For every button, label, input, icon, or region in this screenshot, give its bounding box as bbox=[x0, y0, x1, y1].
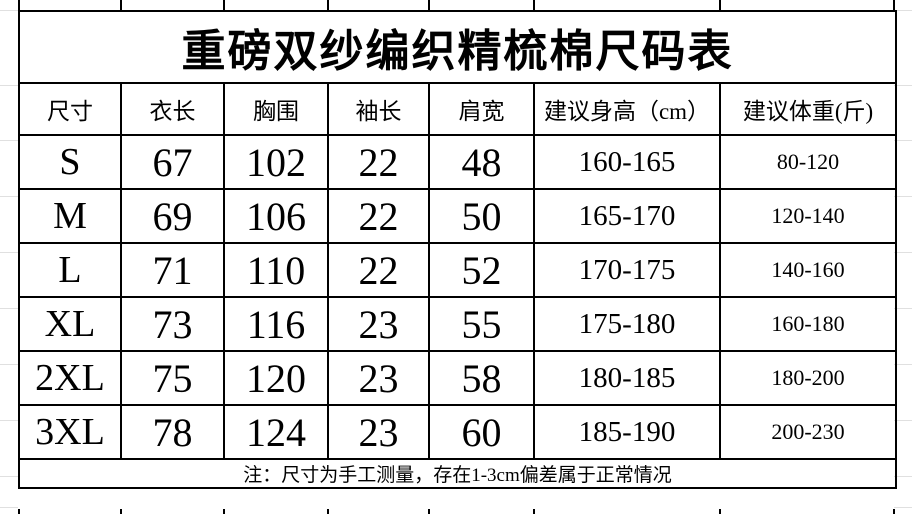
sleeve-cell: 23 bbox=[327, 296, 430, 352]
adjacent-row-border bbox=[120, 509, 122, 514]
title-row: 重磅双纱编织精梳棉尺码表 bbox=[17, 10, 898, 84]
length-cell: 75 bbox=[120, 350, 225, 406]
adjacent-row-border bbox=[428, 509, 430, 514]
chest-cell: 120 bbox=[223, 350, 329, 406]
table-row-xl: XL 73 116 23 55 175-180 160-180 bbox=[18, 296, 898, 352]
spreadsheet-gridline bbox=[0, 308, 18, 309]
adjacent-row-border bbox=[18, 0, 20, 11]
length-cell: 73 bbox=[120, 296, 225, 352]
spreadsheet-gridline bbox=[894, 10, 912, 11]
sleeve-cell: 23 bbox=[327, 350, 430, 406]
length-cell: 69 bbox=[120, 188, 225, 244]
header-cell-weight: 建议体重(斤) bbox=[718, 82, 898, 136]
weight-range-cell: 160-180 bbox=[718, 296, 898, 352]
chest-cell: 106 bbox=[223, 188, 329, 244]
adjacent-row-border bbox=[428, 0, 430, 11]
sleeve-cell: 22 bbox=[327, 188, 430, 244]
header-cell-size: 尺寸 bbox=[18, 82, 122, 136]
spreadsheet-gridline bbox=[0, 364, 18, 365]
header-cell-height: 建议身高（cm） bbox=[533, 82, 721, 136]
sleeve-cell: 22 bbox=[327, 134, 430, 190]
adjacent-row-border bbox=[533, 0, 535, 11]
size-cell: S bbox=[18, 134, 122, 190]
size-cell: XL bbox=[18, 296, 122, 352]
height-range-cell: 160-165 bbox=[533, 134, 721, 190]
header-row: 尺寸 衣长 胸围 袖长 肩宽 建议身高（cm） 建议体重(斤) bbox=[18, 82, 898, 136]
spreadsheet-gridline bbox=[0, 420, 18, 421]
shoulder-cell: 58 bbox=[428, 350, 535, 406]
length-cell: 78 bbox=[120, 404, 225, 460]
spreadsheet-gridline bbox=[894, 507, 912, 508]
spreadsheet-gridline bbox=[894, 85, 912, 86]
table-row-2xl: 2XL 75 120 23 58 180-185 180-200 bbox=[18, 350, 898, 406]
spreadsheet-gridline bbox=[894, 196, 912, 197]
spreadsheet-gridline bbox=[0, 507, 18, 508]
shoulder-cell: 55 bbox=[428, 296, 535, 352]
size-cell: L bbox=[18, 242, 122, 298]
weight-range-cell: 140-160 bbox=[718, 242, 898, 298]
adjacent-row-border bbox=[719, 509, 721, 514]
adjacent-row-border bbox=[533, 509, 535, 514]
table-row-s: S 67 102 22 48 160-165 80-120 bbox=[18, 134, 898, 190]
spreadsheet-gridline bbox=[0, 196, 18, 197]
spreadsheet-gridline bbox=[0, 140, 18, 141]
spreadsheet-gridline bbox=[894, 252, 912, 253]
table-row-l: L 71 110 22 52 170-175 140-160 bbox=[18, 242, 898, 298]
shoulder-cell: 48 bbox=[428, 134, 535, 190]
size-chart-table: 重磅双纱编织精梳棉尺码表 尺寸 衣长 胸围 袖长 肩宽 建议身高（cm） 建议体… bbox=[17, 10, 898, 489]
spreadsheet-gridline bbox=[894, 364, 912, 365]
shoulder-cell: 52 bbox=[428, 242, 535, 298]
height-range-cell: 185-190 bbox=[533, 404, 721, 460]
shoulder-cell: 50 bbox=[428, 188, 535, 244]
page-title: 重磅双纱编织精梳棉尺码表 bbox=[17, 10, 898, 84]
chest-cell: 116 bbox=[223, 296, 329, 352]
measurement-note: 注：尺寸为手工测量，存在1-3cm偏差属于正常情况 bbox=[17, 458, 898, 489]
spreadsheet-gridline bbox=[894, 420, 912, 421]
adjacent-row-border bbox=[893, 509, 895, 514]
adjacent-row-border bbox=[120, 0, 122, 11]
chest-cell: 102 bbox=[223, 134, 329, 190]
size-cell: M bbox=[18, 188, 122, 244]
length-cell: 71 bbox=[120, 242, 225, 298]
weight-range-cell: 200-230 bbox=[718, 404, 898, 460]
adjacent-row-border bbox=[893, 0, 895, 11]
spreadsheet-gridline bbox=[0, 10, 18, 11]
height-range-cell: 170-175 bbox=[533, 242, 721, 298]
header-cell-length: 衣长 bbox=[120, 82, 225, 136]
spreadsheet-gridline bbox=[0, 85, 18, 86]
spreadsheet-gridline bbox=[894, 308, 912, 309]
spreadsheet-gridline bbox=[894, 140, 912, 141]
spreadsheet-gridline bbox=[0, 252, 18, 253]
size-cell: 3XL bbox=[18, 404, 122, 460]
sleeve-cell: 22 bbox=[327, 242, 430, 298]
table-row-3xl: 3XL 78 124 23 60 185-190 200-230 bbox=[18, 404, 898, 460]
weight-range-cell: 120-140 bbox=[718, 188, 898, 244]
chest-cell: 124 bbox=[223, 404, 329, 460]
adjacent-row-border bbox=[327, 0, 329, 11]
adjacent-row-border bbox=[327, 509, 329, 514]
header-cell-shoulder: 肩宽 bbox=[428, 82, 535, 136]
length-cell: 67 bbox=[120, 134, 225, 190]
height-range-cell: 180-185 bbox=[533, 350, 721, 406]
shoulder-cell: 60 bbox=[428, 404, 535, 460]
spreadsheet-gridline bbox=[894, 476, 912, 477]
size-cell: 2XL bbox=[18, 350, 122, 406]
adjacent-row-border bbox=[719, 0, 721, 11]
header-cell-chest: 胸围 bbox=[223, 82, 329, 136]
chest-cell: 110 bbox=[223, 242, 329, 298]
weight-range-cell: 80-120 bbox=[718, 134, 898, 190]
table-row-m: M 69 106 22 50 165-170 120-140 bbox=[18, 188, 898, 244]
height-range-cell: 175-180 bbox=[533, 296, 721, 352]
sleeve-cell: 23 bbox=[327, 404, 430, 460]
note-row: 注：尺寸为手工测量，存在1-3cm偏差属于正常情况 bbox=[17, 458, 898, 489]
header-cell-sleeve: 袖长 bbox=[327, 82, 430, 136]
adjacent-row-border bbox=[223, 0, 225, 11]
weight-range-cell: 180-200 bbox=[718, 350, 898, 406]
height-range-cell: 165-170 bbox=[533, 188, 721, 244]
spreadsheet-gridline bbox=[0, 476, 18, 477]
adjacent-row-border bbox=[18, 509, 20, 514]
adjacent-row-border bbox=[223, 509, 225, 514]
